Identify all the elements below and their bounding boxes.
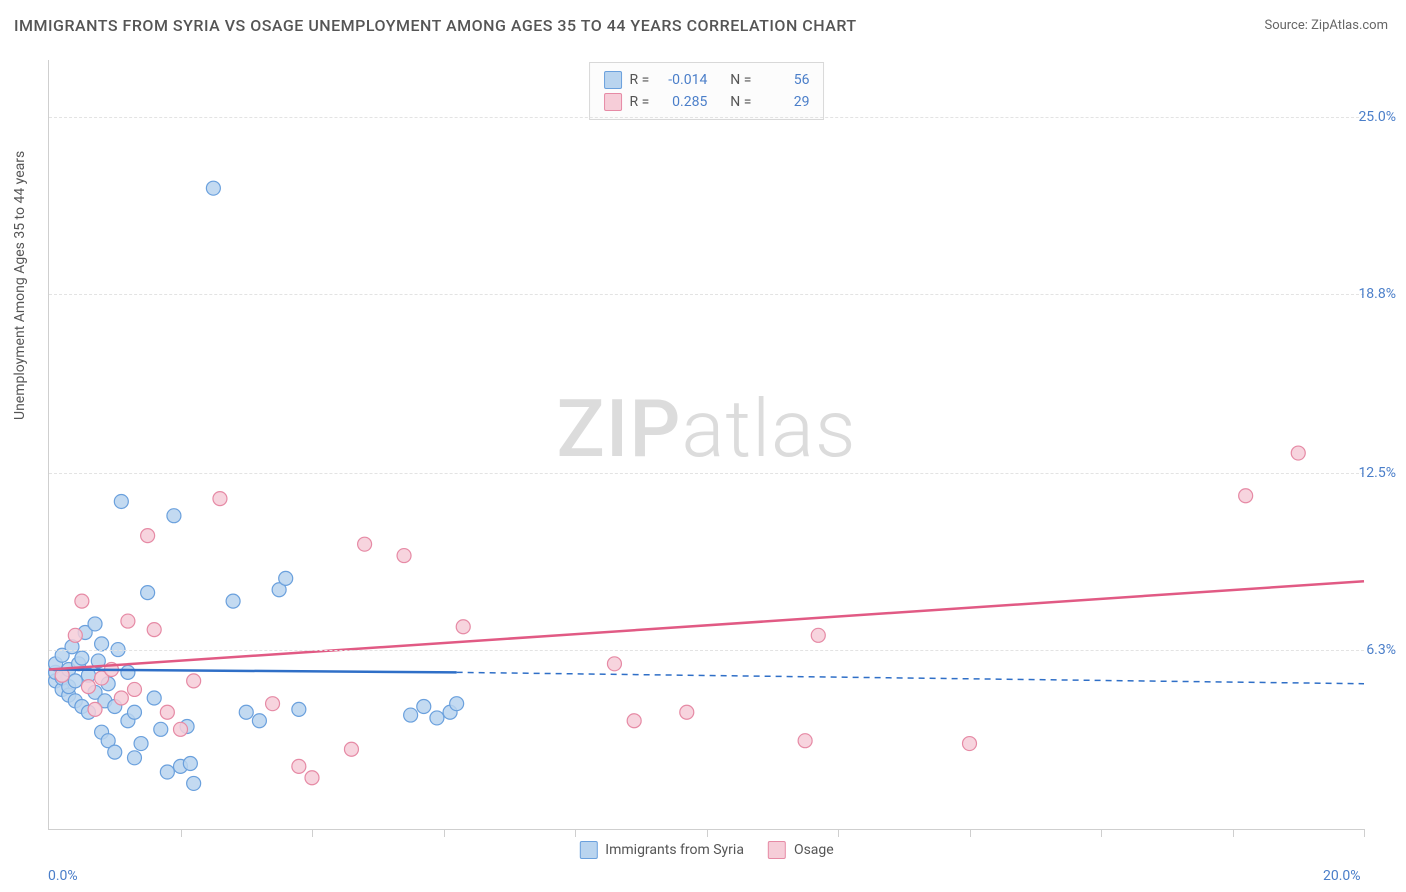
data-point: [160, 705, 174, 719]
x-tick: [575, 829, 576, 837]
data-point: [450, 697, 464, 711]
data-point: [88, 702, 102, 716]
data-point: [187, 776, 201, 790]
data-point: [811, 628, 825, 642]
gridline: [49, 650, 1364, 651]
source-value: ZipAtlas.com: [1311, 18, 1388, 33]
data-point: [252, 714, 266, 728]
data-point: [75, 594, 89, 608]
chart-title: IMMIGRANTS FROM SYRIA VS OSAGE UNEMPLOYM…: [14, 16, 857, 35]
data-point: [127, 705, 141, 719]
legend-series: Immigrants from Syria Osage: [579, 841, 833, 859]
x-tick: [838, 829, 839, 837]
data-point: [68, 674, 82, 688]
x-tick: [181, 829, 182, 837]
y-tick-label: 25.0%: [1358, 109, 1396, 125]
data-point: [358, 537, 372, 551]
data-point: [114, 691, 128, 705]
data-point: [226, 594, 240, 608]
swatch-a-bottom: [579, 841, 597, 859]
y-tick-label: 6.3%: [1366, 642, 1396, 658]
data-point: [81, 680, 95, 694]
data-point: [141, 529, 155, 543]
data-point: [798, 734, 812, 748]
y-tick-label: 18.8%: [1358, 286, 1396, 302]
data-point: [397, 549, 411, 563]
data-point: [292, 702, 306, 716]
data-point: [147, 623, 161, 637]
data-point: [1239, 489, 1253, 503]
data-point: [266, 697, 280, 711]
data-point: [127, 682, 141, 696]
data-point: [404, 708, 418, 722]
data-point: [627, 714, 641, 728]
data-point: [121, 665, 135, 679]
trend-line: [49, 581, 1364, 669]
trend-line-extrapolated: [457, 672, 1364, 683]
x-tick: [707, 829, 708, 837]
data-point: [456, 620, 470, 634]
data-point: [75, 651, 89, 665]
x-tick-label: 20.0%: [1323, 868, 1361, 884]
data-point: [147, 691, 161, 705]
data-point: [114, 494, 128, 508]
data-point: [134, 737, 148, 751]
data-point: [183, 756, 197, 770]
data-point: [127, 751, 141, 765]
legend-item-a: Immigrants from Syria: [579, 841, 744, 859]
data-point: [417, 700, 431, 714]
gridline: [49, 294, 1364, 295]
data-point: [174, 722, 188, 736]
data-point: [108, 745, 122, 759]
source-attribution: Source: ZipAtlas.com: [1264, 18, 1388, 33]
y-tick-label: 12.5%: [1358, 465, 1396, 481]
gridline: [49, 473, 1364, 474]
data-point: [68, 628, 82, 642]
legend-label-b: Osage: [794, 842, 834, 858]
data-point: [213, 492, 227, 506]
data-point: [187, 674, 201, 688]
data-point: [160, 765, 174, 779]
data-point: [88, 617, 102, 631]
x-tick: [312, 829, 313, 837]
data-point: [279, 571, 293, 585]
data-point: [141, 586, 155, 600]
data-point: [344, 742, 358, 756]
x-tick: [1233, 829, 1234, 837]
x-tick-label: 0.0%: [48, 868, 78, 884]
data-point: [430, 711, 444, 725]
data-point: [963, 737, 977, 751]
data-point: [607, 657, 621, 671]
gridline: [49, 117, 1364, 118]
data-point: [154, 722, 168, 736]
data-point: [305, 771, 319, 785]
data-point: [292, 759, 306, 773]
x-tick: [444, 829, 445, 837]
source-label: Source:: [1264, 18, 1311, 33]
legend-item-b: Osage: [768, 841, 834, 859]
data-point: [167, 509, 181, 523]
data-point: [206, 181, 220, 195]
x-tick: [1101, 829, 1102, 837]
x-tick: [1364, 829, 1365, 837]
data-point: [239, 705, 253, 719]
data-point: [680, 705, 694, 719]
plot-area: ZIPatlas R = -0.014 N = 56 R = 0.285 N =…: [48, 60, 1364, 830]
data-point: [121, 614, 135, 628]
swatch-b-bottom: [768, 841, 786, 859]
y-axis-label: Unemployment Among Ages 35 to 44 years: [12, 151, 28, 420]
legend-label-a: Immigrants from Syria: [605, 842, 744, 858]
data-point: [1291, 446, 1305, 460]
plot-svg: [49, 60, 1364, 829]
x-tick: [970, 829, 971, 837]
